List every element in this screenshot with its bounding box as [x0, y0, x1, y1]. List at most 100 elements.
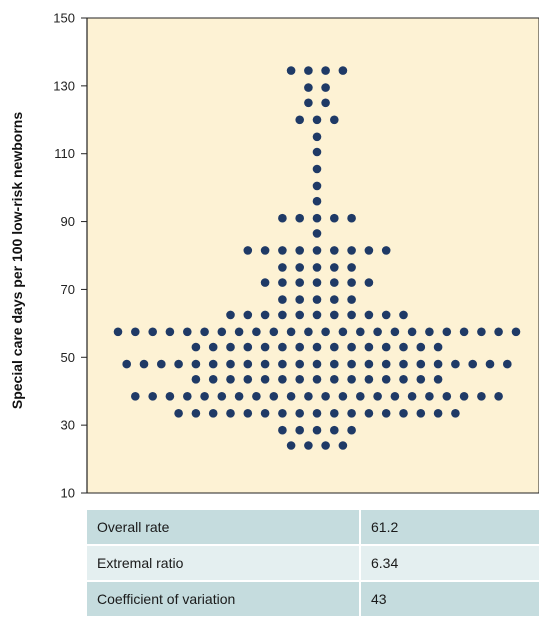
data-point	[312, 115, 322, 125]
stats-row-extremal-ratio: Extremal ratio 6.34	[87, 546, 539, 582]
data-point	[433, 409, 443, 418]
data-point	[321, 66, 330, 75]
data-point	[312, 181, 322, 191]
data-point	[407, 392, 417, 401]
data-point	[286, 392, 296, 401]
stats-row-coefficient-of-variation: Coefficient of variation 43	[87, 582, 539, 618]
data-point	[399, 359, 408, 369]
data-point	[304, 66, 313, 75]
data-point	[131, 392, 140, 401]
data-point	[477, 327, 486, 337]
data-point	[364, 359, 374, 369]
data-point	[433, 375, 443, 384]
data-point	[312, 246, 322, 255]
data-point	[347, 213, 356, 223]
y-tick-label: 90	[61, 214, 75, 229]
data-point	[260, 375, 270, 384]
data-point	[295, 246, 305, 255]
data-point	[286, 441, 296, 450]
data-point	[364, 246, 374, 255]
data-point	[468, 359, 478, 369]
data-point	[381, 409, 391, 418]
data-point	[330, 278, 339, 287]
data-point	[295, 263, 305, 272]
data-point	[226, 375, 235, 384]
data-point	[278, 263, 287, 272]
data-point	[295, 310, 305, 320]
data-point	[191, 409, 201, 418]
data-point	[347, 409, 356, 418]
stats-row-overall-rate: Overall rate 61.2	[87, 510, 539, 546]
y-tick-label: 70	[61, 282, 75, 297]
data-point	[226, 409, 235, 418]
data-point	[278, 342, 287, 352]
data-point	[364, 310, 374, 320]
data-point	[304, 83, 313, 92]
data-point	[312, 278, 322, 287]
data-point	[321, 392, 330, 401]
data-point	[174, 409, 183, 418]
y-tick-label: 30	[61, 418, 75, 433]
data-point	[347, 278, 356, 287]
data-point	[321, 327, 330, 337]
data-point	[304, 441, 313, 450]
data-point	[442, 327, 452, 337]
data-point	[183, 327, 192, 337]
data-point	[312, 375, 322, 384]
y-tick-label: 150	[53, 11, 75, 26]
data-point	[347, 425, 356, 435]
data-point	[494, 327, 503, 337]
data-point	[295, 213, 305, 223]
data-point	[312, 196, 322, 206]
stat-value: 6.34	[361, 546, 539, 582]
data-point	[330, 263, 339, 272]
data-point	[321, 83, 330, 92]
stat-value: 61.2	[361, 510, 539, 546]
data-point	[364, 409, 374, 418]
data-point	[252, 392, 261, 401]
data-point	[174, 359, 183, 369]
data-point	[451, 409, 460, 418]
data-point	[381, 310, 391, 320]
data-point	[373, 392, 382, 401]
data-point	[243, 375, 253, 384]
data-point	[330, 409, 339, 418]
plot-area	[86, 17, 539, 494]
stat-label: Overall rate	[87, 510, 361, 546]
data-point	[295, 375, 305, 384]
data-point	[312, 425, 322, 435]
data-point	[364, 278, 374, 287]
data-point	[278, 375, 287, 384]
data-point	[304, 392, 313, 401]
data-point	[165, 392, 175, 401]
data-point	[304, 98, 313, 108]
stat-label: Coefficient of variation	[87, 582, 361, 618]
data-point	[252, 327, 261, 337]
data-point	[217, 327, 227, 337]
dot-plot-chart: 10 30 50 70 90 110 130 150 Special care days pe…	[9, 11, 539, 501]
data-point	[407, 327, 417, 337]
data-point	[200, 327, 209, 337]
data-point	[347, 375, 356, 384]
data-point	[286, 66, 296, 75]
data-point	[312, 295, 322, 304]
data-point	[260, 342, 270, 352]
data-point	[312, 147, 322, 157]
data-point	[278, 359, 287, 369]
data-point	[425, 327, 434, 337]
data-point	[390, 327, 400, 337]
data-point	[312, 409, 322, 418]
data-point	[208, 409, 218, 418]
data-point	[442, 392, 452, 401]
data-point	[330, 115, 339, 125]
data-point	[226, 359, 235, 369]
data-point	[416, 342, 426, 352]
stat-label: Extremal ratio	[87, 546, 361, 582]
data-point	[347, 359, 356, 369]
data-point	[269, 327, 279, 337]
data-point	[269, 392, 279, 401]
data-point	[122, 359, 131, 369]
data-point	[312, 263, 322, 272]
data-point	[157, 359, 166, 369]
data-point	[338, 392, 348, 401]
